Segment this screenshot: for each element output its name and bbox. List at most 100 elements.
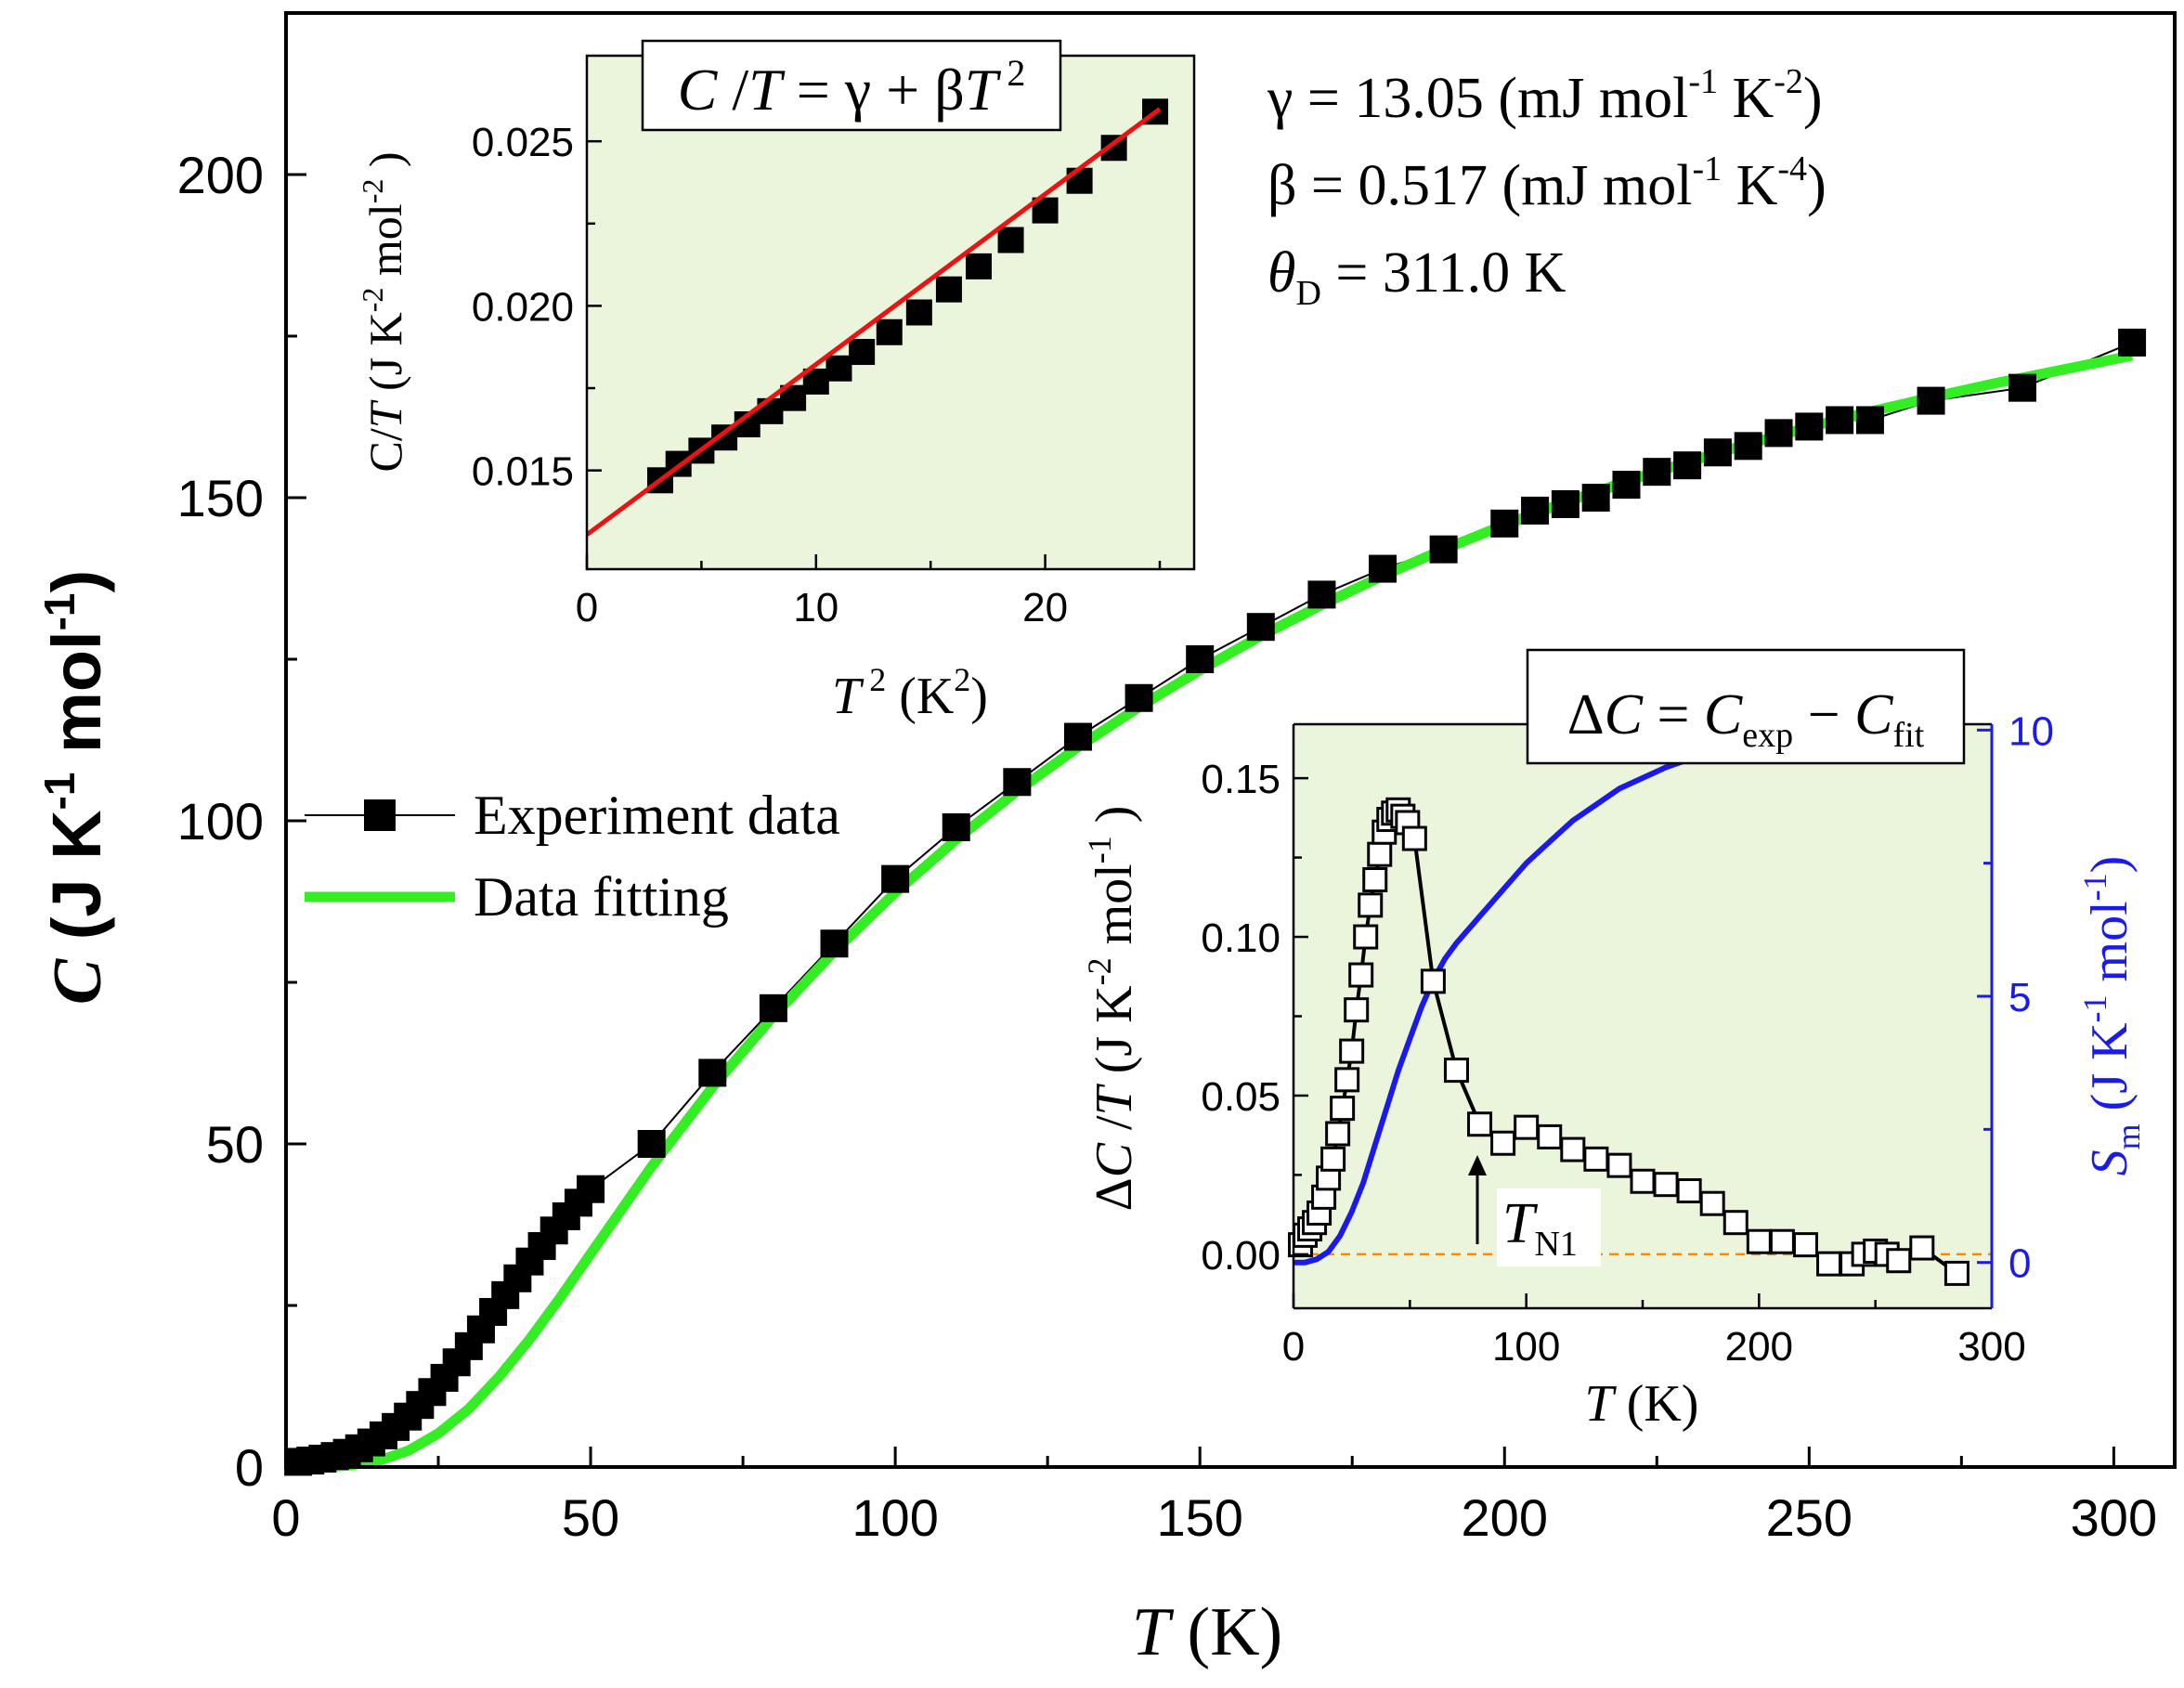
inset-top-data-point — [935, 276, 962, 303]
inset-bottom-y-tick-label: 0.00 — [1201, 1233, 1280, 1279]
inset-top-x-tick-label: 20 — [1022, 585, 1068, 630]
delta-c-data-point — [1792, 1232, 1818, 1258]
main-y-tick-label: 100 — [177, 792, 264, 850]
delta-c-data-point — [1358, 892, 1384, 918]
experiment-data-point — [1795, 412, 1824, 441]
experiment-data-point — [1643, 458, 1671, 487]
delta-c-data-point — [1320, 1146, 1346, 1172]
experiment-data-point — [2008, 373, 2036, 402]
experiment-data-point — [2118, 328, 2147, 357]
delta-c-data-point — [1769, 1228, 1795, 1254]
delta-c-data-point — [1909, 1235, 1935, 1261]
inset-bottom-title-c2: C — [1704, 683, 1743, 747]
delta-c-data-point — [1490, 1130, 1516, 1156]
main-plot-marks — [284, 328, 2147, 1476]
inset-top-data-point — [905, 299, 932, 326]
inset-top-y-label-end: ) — [359, 151, 411, 178]
experiment-data-point — [1855, 406, 1884, 435]
delta-c-data-point — [1886, 1248, 1912, 1274]
inset-bottom-y-label-end: ) — [1086, 806, 1143, 837]
inset-bottom-title-delta: Δ — [1567, 683, 1605, 747]
legend-experiment-marker — [364, 799, 396, 831]
delta-c-data-point — [1420, 968, 1446, 994]
inset-top-data-point — [997, 227, 1024, 253]
param-beta: β = 0.517 (mJ mol-1 K-4) — [1268, 149, 1826, 217]
experiment-data-point — [1003, 768, 1032, 797]
param-theta-rest: = 311.0 K — [1321, 241, 1566, 305]
inset-bottom-x-label-var: T — [1585, 1375, 1618, 1433]
inset-bottom-y-label-part2: mol — [1086, 863, 1143, 957]
inset-top-title-sup: 2 — [997, 52, 1025, 94]
legend-fitting-label: Data fitting — [474, 866, 729, 928]
inset-bottom-x-tick-label: 100 — [1492, 1324, 1560, 1370]
param-beta-sup2: -4 — [1777, 149, 1807, 188]
main-y-axis-label-sup2: -1 — [35, 593, 84, 631]
param-theta: θD = 311.0 K — [1268, 241, 1566, 313]
inset-top-data-point — [826, 355, 852, 382]
delta-c-data-point — [1816, 1251, 1842, 1277]
experiment-data-point — [1551, 489, 1580, 518]
param-gamma: γ = 13.05 (mJ mol-1 K-2) — [1267, 62, 1823, 130]
main-x-tick-label: 100 — [852, 1488, 938, 1547]
param-theta-sub: D — [1295, 274, 1320, 313]
experiment-data-point — [1734, 432, 1762, 461]
main-x-tick-label: 0 — [271, 1488, 300, 1547]
experiment-data-point — [1917, 386, 1945, 415]
experiment-data-point — [577, 1175, 605, 1203]
param-beta-end: ) — [1807, 154, 1826, 217]
inset-top-title-c: C — [678, 57, 719, 123]
inset-bottom-y2-label-sub: m — [2110, 1123, 2147, 1149]
tn1-arrow-head — [1468, 1155, 1487, 1175]
param-beta-sup1: -1 — [1692, 149, 1722, 188]
inset-top-x-tick-label: 10 — [793, 585, 838, 630]
main-x-tick-label: 250 — [1766, 1488, 1852, 1547]
delta-c-data-point — [1746, 1228, 1772, 1254]
inset-bottom-title-c: C — [1605, 683, 1644, 747]
inset-bottom-y-axis-label: ΔC /T (J K-2 mol-1 ) — [1081, 806, 1143, 1212]
inset-top-title-t: T — [748, 57, 786, 123]
param-theta-sym: θ — [1268, 241, 1295, 305]
delta-c-data-point — [1722, 1210, 1748, 1236]
inset-bottom-x-tick-label: 0 — [1282, 1324, 1305, 1370]
inset-bottom-title-eq: = — [1643, 683, 1704, 747]
main-y-tick-label: 200 — [177, 146, 264, 204]
delta-c-data-point — [1514, 1114, 1540, 1140]
inset-bottom-title-minus: − — [1793, 683, 1854, 747]
main-x-axis-label-unit: (K) — [1170, 1594, 1282, 1670]
inset-top-y-label-sup2: -2 — [356, 179, 389, 204]
inset-bottom-y-label-sup1: -2 — [1081, 957, 1118, 985]
main-y-axis-label-part2: mol — [38, 630, 115, 772]
inset-bottom-y2-label-sup2: -1 — [2076, 873, 2113, 901]
inset-top-x-label-end: ) — [970, 668, 988, 725]
main-x-tick-label: 150 — [1156, 1488, 1242, 1547]
inset-bottom-x-tick-label: 300 — [1957, 1324, 2025, 1370]
delta-c-data-point — [1606, 1152, 1632, 1178]
inset-bottom-y2-label-part1: (J K — [2081, 1022, 2138, 1123]
main-y-axis-label-var: C — [40, 957, 116, 1005]
main-y-tick-label: 0 — [235, 1438, 264, 1497]
tn1-label: TN1 — [1502, 1192, 1578, 1264]
experiment-data-point — [1581, 484, 1610, 512]
experiment-data-point — [1429, 535, 1458, 564]
inset-top-x-tick-label: 0 — [576, 585, 598, 630]
experiment-data-point — [1826, 406, 1854, 435]
inset-bottom-x-axis-label: T (K) — [1585, 1375, 1699, 1433]
inset-bottom-title: ΔC = Cexp − Cfit — [1567, 683, 1925, 755]
inset-bottom-y-label-t: T — [1086, 1083, 1143, 1115]
delta-c-data-point — [1401, 825, 1427, 851]
main-y-tick-label: 150 — [177, 469, 264, 527]
experiment-data-point — [1307, 580, 1336, 609]
experiment-data-point — [1764, 419, 1793, 448]
inset-top-title-box — [641, 39, 1062, 132]
inset-top-y-tick-label: 0.015 — [472, 449, 574, 495]
inset-bottom-title-sub1: exp — [1742, 716, 1793, 755]
tn1-annotation: TN1 — [1468, 1155, 1601, 1266]
delta-c-data-point — [1583, 1146, 1609, 1172]
experiment-data-point — [881, 864, 910, 893]
inset-top-x-label-var: T — [832, 668, 864, 725]
inset-top-x-label-unit: (K — [886, 668, 954, 725]
inset-top-data-point — [876, 318, 903, 345]
